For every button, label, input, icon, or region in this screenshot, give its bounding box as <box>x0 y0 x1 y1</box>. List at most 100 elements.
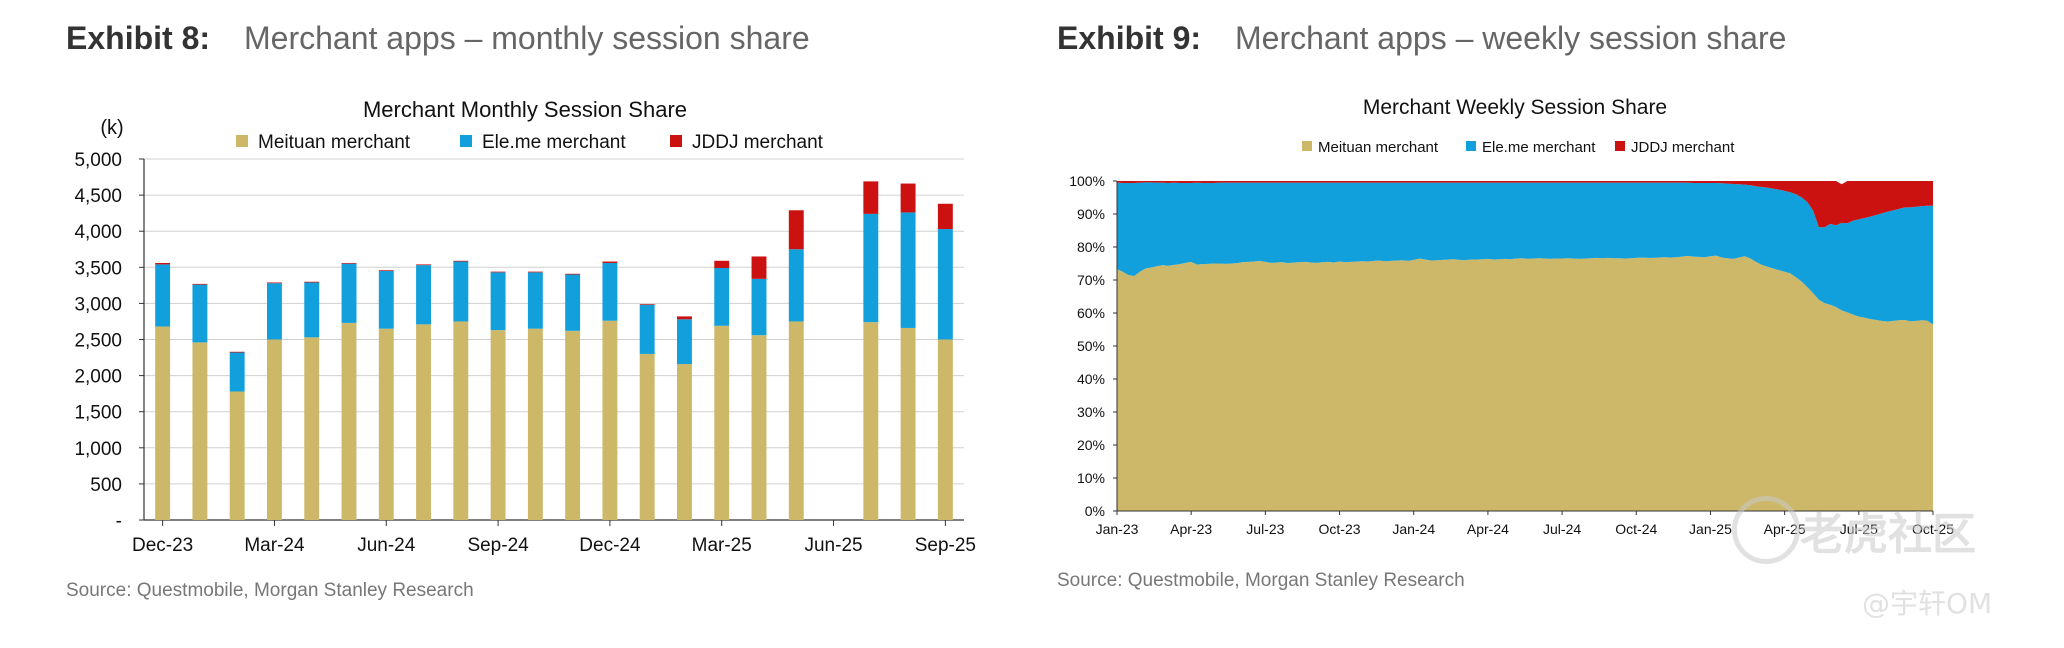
bar-meituan <box>453 321 469 520</box>
legend-swatch <box>1466 141 1476 151</box>
legend-swatch <box>1302 141 1312 151</box>
area-eleme <box>1117 182 1933 325</box>
x-tick-label: Mar-25 <box>692 535 752 556</box>
watermark-logo-icon <box>1732 496 1800 564</box>
bar-meituan <box>527 328 543 520</box>
exhibit-title: Merchant apps – weekly session share <box>1235 20 1787 56</box>
bar-meituan <box>714 325 730 520</box>
bar-jddj <box>565 273 581 275</box>
y-axis-label: (k) <box>100 117 123 139</box>
bar-meituan <box>900 327 916 520</box>
y-tick-label: 500 <box>90 475 122 496</box>
bar-eleme <box>229 352 245 392</box>
bar-meituan <box>155 326 171 520</box>
x-tick-label: Jun-25 <box>804 535 862 556</box>
monthly-stacked-bar-chart: Merchant Monthly Session Share (k) Meituan… <box>74 97 976 556</box>
y-tick-label: - <box>116 511 122 532</box>
legend-label: JDDJ merchant <box>692 132 824 153</box>
bar-meituan <box>751 335 767 520</box>
y-tick-label: 100% <box>1069 173 1105 189</box>
bar-eleme <box>677 319 692 365</box>
bar-jddj <box>229 351 245 353</box>
bar-jddj <box>378 270 394 271</box>
y-tick-label: 30% <box>1077 404 1105 420</box>
y-tick-label: 20% <box>1077 437 1105 453</box>
bar-jddj <box>639 304 655 305</box>
y-tick-label: 2,000 <box>74 367 122 388</box>
y-tick-label: 3,500 <box>74 258 122 279</box>
bar-jddj <box>937 203 953 230</box>
legend-label: Meituan merchant <box>258 132 411 153</box>
x-tick-label: Apr-24 <box>1467 521 1509 537</box>
bar-jddj <box>751 256 767 279</box>
bar-jddj <box>677 316 692 320</box>
x-tick-label: Oct-24 <box>1615 521 1657 537</box>
legend-label: Ele.me merchant <box>482 132 626 153</box>
bar-jddj <box>453 260 469 262</box>
bar-meituan <box>602 320 618 520</box>
chart-title: Merchant Monthly Session Share <box>363 97 687 122</box>
bar-eleme <box>490 272 506 331</box>
bar-eleme <box>527 272 543 329</box>
y-tick-label: 1,000 <box>74 439 122 460</box>
chart-title: Merchant Weekly Session Share <box>1363 96 1667 119</box>
legend-swatch <box>460 135 472 147</box>
bar-meituan <box>863 322 879 520</box>
x-tick-label: Dec-24 <box>579 535 641 556</box>
exhibit-title: Merchant apps – monthly session share <box>244 20 810 56</box>
bar-eleme <box>788 249 804 322</box>
exhibit-number: Exhibit 8: <box>66 20 211 56</box>
bar-eleme <box>639 304 655 354</box>
bar-eleme <box>341 263 357 323</box>
bar-eleme <box>155 264 171 327</box>
bar-jddj <box>192 283 208 285</box>
legend-label: Meituan merchant <box>1318 139 1439 156</box>
exhibit-9-header: Exhibit 9: Merchant apps – weekly session… <box>1057 20 1786 57</box>
watermark-brand: 老虎社区 <box>1800 509 1976 560</box>
x-tick-label: Jan-24 <box>1392 521 1435 537</box>
x-tick-label: Oct-23 <box>1319 521 1361 537</box>
x-tick-label: Jul-23 <box>1246 521 1284 537</box>
bar-meituan <box>788 321 804 520</box>
bar-eleme <box>565 274 581 331</box>
bar-jddj <box>267 282 282 284</box>
source-note: Source: Questmobile, Morgan Stanley Rese… <box>66 580 474 601</box>
bar-meituan <box>341 322 357 520</box>
bar-meituan <box>490 330 506 520</box>
exhibit-number: Exhibit 9: <box>1057 20 1202 56</box>
y-tick-label: 90% <box>1077 206 1105 222</box>
bar-eleme <box>304 282 320 338</box>
bar-meituan <box>937 339 953 520</box>
y-tick-label: 50% <box>1077 338 1105 354</box>
y-tick-label: 80% <box>1077 239 1105 255</box>
bar-jddj <box>602 261 618 263</box>
y-tick-label: 1,500 <box>74 403 122 424</box>
bar-jddj <box>900 183 916 213</box>
y-tick-label: 40% <box>1077 371 1105 387</box>
watermark-user: @宇轩OM <box>1862 587 1993 620</box>
legend-swatch <box>1615 141 1625 151</box>
area-meituan <box>1117 255 1933 511</box>
x-tick-label: Jul-25 <box>1840 521 1878 537</box>
bar-meituan <box>639 353 655 520</box>
bar-meituan <box>677 364 692 520</box>
x-tick-label: Mar-24 <box>244 535 305 556</box>
x-tick-label: Sep-25 <box>915 535 976 556</box>
bar-eleme <box>751 278 767 336</box>
exhibit-8-header: Exhibit 8: Merchant apps – monthly sessio… <box>66 20 810 57</box>
bar-eleme <box>416 265 431 325</box>
y-tick-label: 2,500 <box>74 331 122 352</box>
bar-jddj <box>416 264 431 266</box>
bar-jddj <box>304 281 320 283</box>
bar-meituan <box>378 328 394 520</box>
bar-jddj <box>863 181 879 214</box>
bar-eleme <box>937 229 953 340</box>
x-tick-label: Oct-25 <box>1912 521 1954 537</box>
y-tick-label: 5,000 <box>74 150 122 171</box>
legend-label: Ele.me merchant <box>1482 139 1596 156</box>
x-tick-label: Apr-23 <box>1170 521 1212 537</box>
legend-swatch <box>670 135 682 147</box>
x-tick-label: Jun-24 <box>357 535 416 556</box>
x-tick-label: Jul-24 <box>1543 521 1581 537</box>
y-tick-label: 60% <box>1077 305 1105 321</box>
